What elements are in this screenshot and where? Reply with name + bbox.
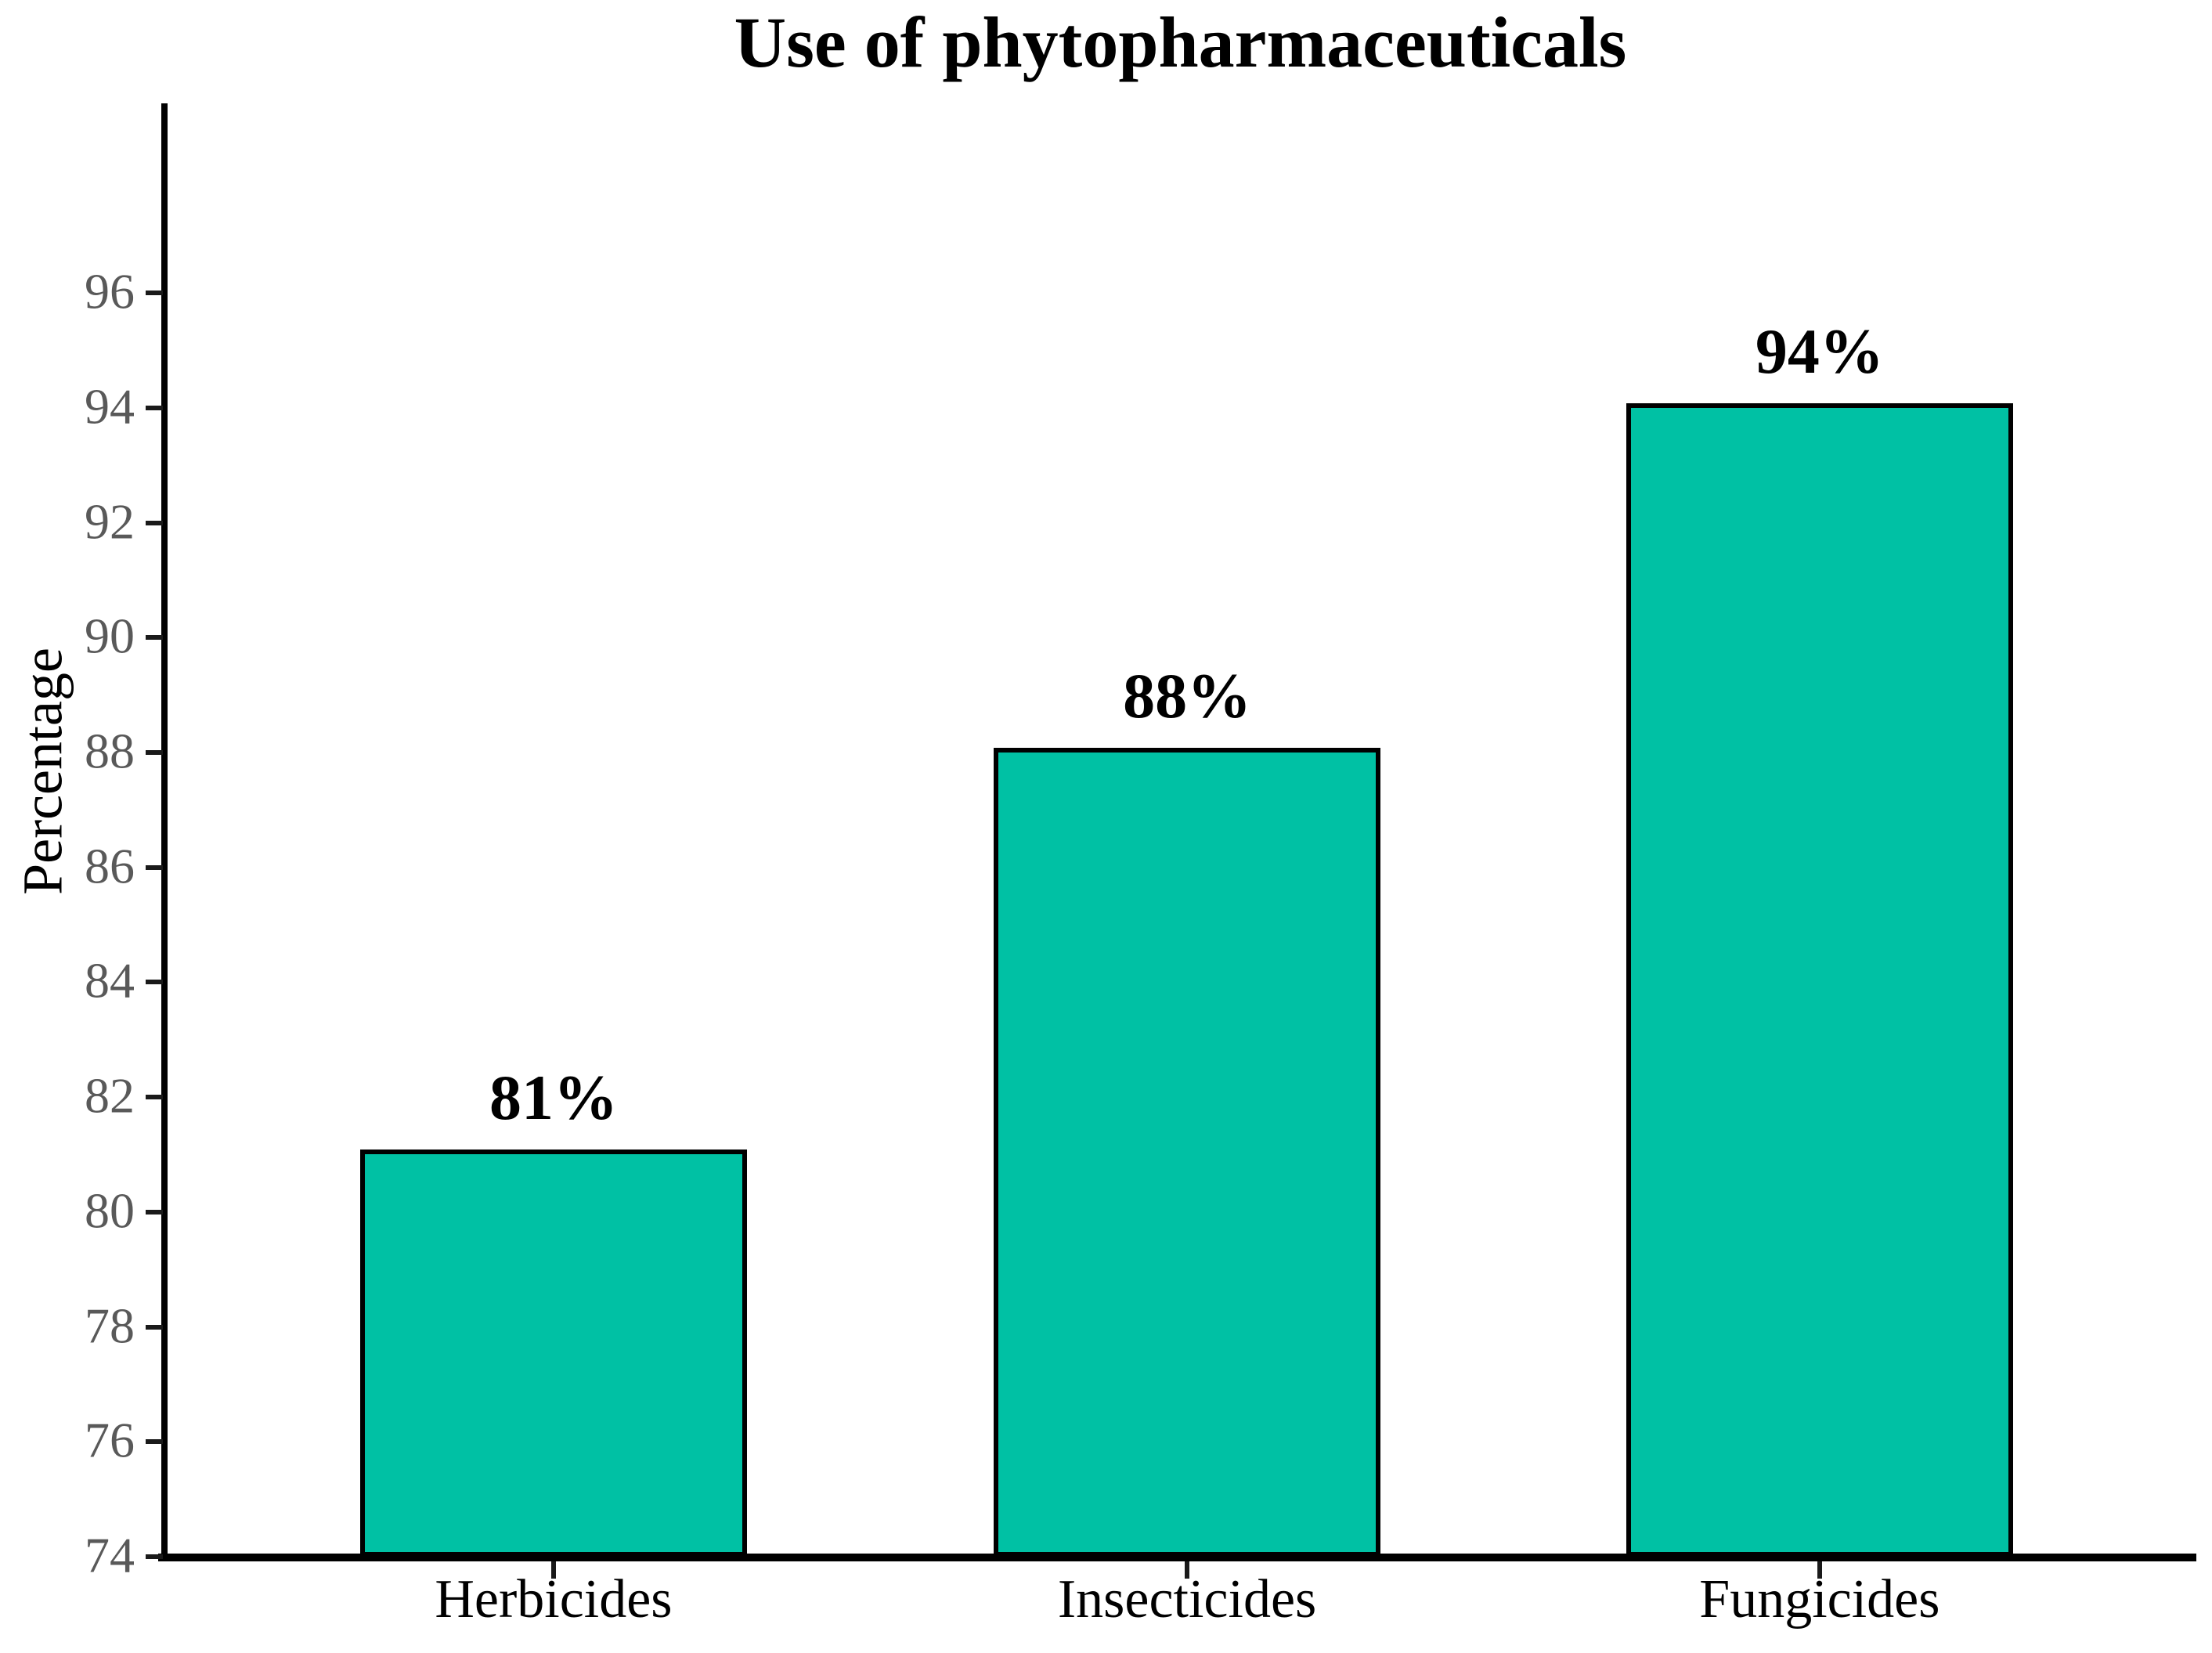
x-axis-line [158, 1554, 2196, 1561]
y-tick-mark [146, 635, 163, 641]
y-tick-mark [146, 291, 163, 296]
y-tick-mark [146, 1554, 163, 1559]
chart-title: Use of phytopharmaceuticals [734, 2, 1627, 82]
x-axis-category-label: Insecticides [1057, 1569, 1317, 1630]
bar-value-label: 81% [489, 1062, 618, 1134]
bar-herbicides [359, 1150, 747, 1557]
y-tick-label: 74 [85, 1527, 135, 1583]
bar-insecticides [994, 747, 1381, 1557]
y-tick-mark [146, 1439, 163, 1445]
y-tick-mark [146, 520, 163, 525]
y-tick-label: 90 [85, 608, 135, 664]
y-tick-mark [146, 864, 163, 870]
y-tick-label: 92 [85, 493, 135, 550]
bar-value-label: 94% [1755, 315, 1884, 387]
y-tick-mark [146, 1209, 163, 1214]
y-tick-label: 82 [85, 1067, 135, 1124]
y-tick-mark [146, 980, 163, 985]
x-tick-mark [1817, 1561, 1822, 1579]
y-tick-label: 94 [85, 378, 135, 435]
bar-fungicides [1626, 402, 2013, 1557]
bar-value-label: 88% [1123, 659, 1252, 731]
x-tick-mark [550, 1561, 556, 1579]
y-axis-line [161, 103, 168, 1561]
y-tick-label: 80 [85, 1182, 135, 1239]
x-axis-category-label: Herbicides [435, 1569, 673, 1630]
y-tick-label: 84 [85, 953, 135, 1009]
y-tick-label: 76 [85, 1412, 135, 1468]
y-tick-mark [146, 1324, 163, 1330]
y-tick-label: 96 [85, 263, 135, 319]
y-tick-label: 86 [85, 838, 135, 894]
y-tick-mark [146, 749, 163, 755]
x-axis-category-label: Fungicides [1699, 1569, 1940, 1630]
x-tick-mark [1185, 1561, 1190, 1579]
y-tick-label: 88 [85, 723, 135, 779]
y-tick-label: 78 [85, 1297, 135, 1354]
y-tick-mark [146, 1095, 163, 1100]
y-tick-mark [146, 405, 163, 410]
